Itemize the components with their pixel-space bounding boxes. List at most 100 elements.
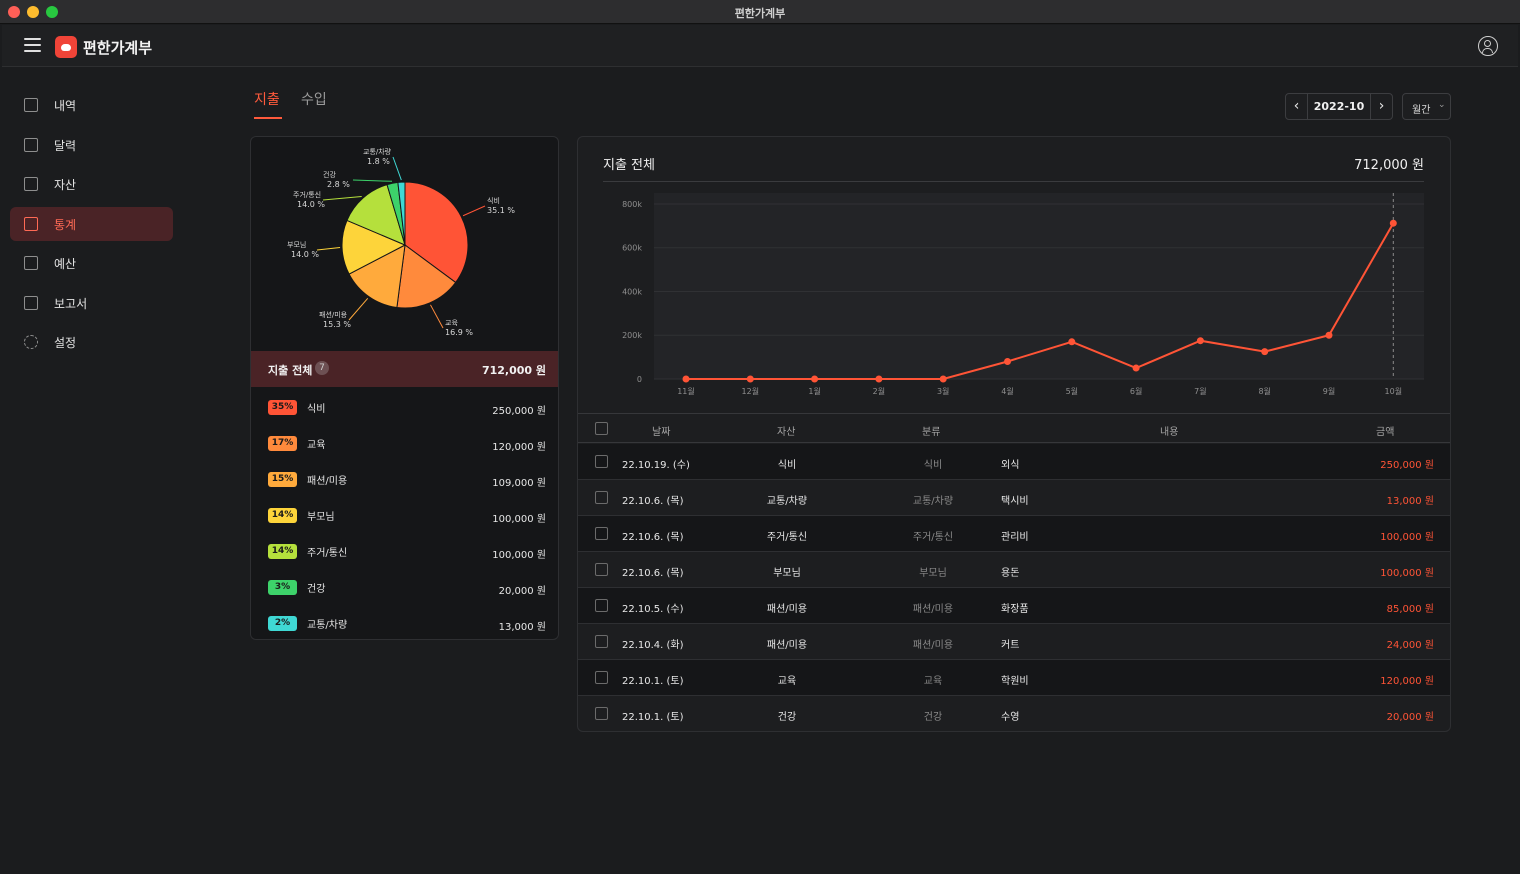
x-tick-label: 5월 [1066, 386, 1078, 396]
summary-total-bar: 지출 전체 7 712,000 원 [251, 351, 558, 387]
sidebar-item-label: 내역 [54, 99, 77, 113]
data-point[interactable] [1004, 357, 1011, 365]
category-name: 교통/차량 [307, 620, 348, 631]
category-name: 패션/미용 [307, 476, 348, 487]
category-row[interactable]: 35% 식비 250,000 원 [251, 389, 558, 425]
row-category: 건강 [923, 712, 943, 723]
row-category: 교통/차량 [912, 496, 954, 507]
row-checkbox[interactable] [595, 707, 608, 720]
row-checkbox[interactable] [595, 599, 608, 612]
next-month-button[interactable]: › [1370, 94, 1392, 119]
chevron-down-icon: ⌄ [1438, 100, 1446, 110]
app-name: 편한가계부 [83, 39, 153, 57]
sidebar-item-settings[interactable]: 설정 [10, 325, 173, 359]
row-checkbox[interactable] [595, 527, 608, 540]
data-point[interactable] [875, 375, 883, 383]
data-point[interactable] [1261, 348, 1269, 356]
category-amount: 250,000 원 [492, 406, 546, 417]
data-point[interactable] [1196, 337, 1204, 345]
data-point[interactable] [1132, 364, 1140, 372]
pie-slice[interactable] [346, 183, 406, 246]
row-checkbox[interactable] [595, 563, 608, 576]
pie-slice[interactable] [397, 181, 406, 246]
category-amount: 20,000 원 [498, 586, 546, 597]
minimize-window-button[interactable] [27, 6, 39, 18]
header-category: 분류 [922, 427, 941, 438]
row-checkbox[interactable] [595, 455, 608, 468]
row-checkbox[interactable] [595, 491, 608, 504]
row-asset: 건강 [777, 712, 797, 723]
sidebar-item-budget[interactable]: 예산 [10, 246, 173, 280]
category-row[interactable]: 3% 건강 20,000 원 [251, 569, 558, 605]
select-all-checkbox[interactable] [595, 422, 608, 435]
category-row[interactable]: 2% 교통/차량 13,000 원 [251, 605, 558, 639]
window-titlebar: 편한가계부 [0, 0, 1520, 24]
sidebar-item-statistics[interactable]: 통계 [10, 207, 173, 241]
header-asset: 자산 [777, 427, 796, 438]
period-select[interactable]: 월간 ⌄ [1402, 93, 1451, 120]
tab-expense[interactable]: 지출 [254, 89, 282, 119]
table-row[interactable]: 22.10.6. (목) 교통/차량 교통/차량 택시비 13,000 원 [578, 480, 1450, 516]
category-row[interactable]: 14% 주거/통신 100,000 원 [251, 533, 558, 569]
row-date: 22.10.6. (목) [622, 568, 684, 579]
sidebar-item-assets[interactable]: 자산 [10, 167, 173, 201]
pie-slice[interactable] [404, 181, 469, 284]
pie-slice[interactable] [396, 244, 457, 309]
current-month: 2022-10 [1313, 100, 1365, 113]
header-date: 날짜 [652, 427, 671, 438]
row-date: 22.10.4. (화) [622, 640, 684, 651]
app-logo-icon [55, 36, 77, 58]
pie-leader-line [392, 156, 402, 181]
data-point[interactable] [1068, 338, 1076, 346]
x-tick-label: 11월 [677, 386, 695, 396]
pie-label-value: 15.3 % [323, 320, 351, 329]
pie-label-name: 패션/미용 [319, 310, 348, 319]
category-row[interactable]: 14% 부모님 100,000 원 [251, 497, 558, 533]
menu-icon[interactable] [24, 38, 41, 52]
table-row[interactable]: 22.10.6. (목) 부모님 부모님 용돈 100,000 원 [578, 552, 1450, 588]
sidebar-item-history[interactable]: 내역 [10, 88, 173, 122]
data-point[interactable] [746, 375, 754, 383]
tab-income[interactable]: 수입 [301, 92, 327, 108]
pie-slice[interactable] [348, 244, 406, 309]
table-row[interactable]: 22.10.19. (수) 식비 식비 외식 250,000 원 [578, 444, 1450, 480]
table-row[interactable]: 22.10.1. (토) 건강 건강 수영 20,000 원 [578, 696, 1450, 731]
x-tick-label: 10월 [1385, 386, 1403, 396]
category-row[interactable]: 17% 교육 120,000 원 [251, 425, 558, 461]
close-window-button[interactable] [8, 6, 20, 18]
row-asset: 식비 [777, 460, 797, 471]
pie-label-name: 교육 [445, 319, 458, 327]
data-point[interactable] [682, 375, 690, 383]
row-checkbox[interactable] [595, 635, 608, 648]
data-point[interactable] [939, 375, 947, 383]
row-checkbox[interactable] [595, 671, 608, 684]
data-point[interactable] [1389, 219, 1397, 227]
sidebar: 내역 달력 자산 통계 예산 보고서 설정 [2, 68, 230, 872]
gear-icon [24, 335, 38, 349]
pie-label-name: 부모님 [287, 240, 306, 249]
category-row[interactable]: 15% 패션/미용 109,000 원 [251, 461, 558, 497]
sidebar-item-label: 설정 [54, 336, 77, 350]
sidebar-item-label: 보고서 [54, 297, 88, 311]
category-percent-badge: 3% [268, 580, 297, 595]
sidebar-item-report[interactable]: 보고서 [10, 286, 173, 320]
maximize-window-button[interactable] [46, 6, 58, 18]
table-row[interactable]: 22.10.5. (수) 패션/미용 패션/미용 화장품 85,000 원 [578, 588, 1450, 624]
sidebar-item-calendar[interactable]: 달력 [10, 128, 173, 162]
table-row[interactable]: 22.10.6. (목) 주거/통신 주거/통신 관리비 100,000 원 [578, 516, 1450, 552]
summary-total-label: 지출 전체 [268, 364, 313, 377]
x-tick-label: 6월 [1130, 386, 1142, 396]
pie-label-value: 16.9 % [445, 328, 473, 337]
profile-icon[interactable] [1478, 36, 1498, 56]
data-point[interactable] [811, 375, 819, 383]
category-amount: 100,000 원 [492, 550, 546, 561]
bar-chart-icon [24, 217, 38, 231]
data-point[interactable] [1325, 331, 1333, 339]
y-tick-label: 0 [637, 375, 642, 384]
prev-month-button[interactable]: ‹ [1286, 94, 1308, 119]
trend-title: 지출 전체 [603, 158, 655, 173]
pie-slice[interactable] [341, 219, 407, 275]
table-row[interactable]: 22.10.1. (토) 교육 교육 학원비 120,000 원 [578, 660, 1450, 696]
table-row[interactable]: 22.10.4. (화) 패션/미용 패션/미용 커트 24,000 원 [578, 624, 1450, 660]
